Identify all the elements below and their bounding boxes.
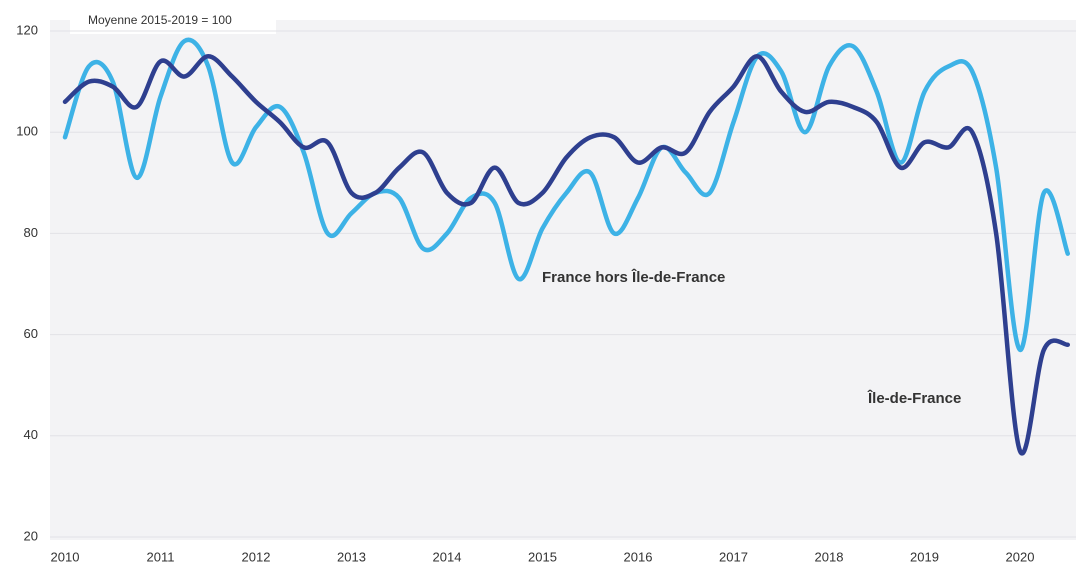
x-tick-label: 2017 (719, 549, 748, 564)
x-tick-label: 2020 (1006, 549, 1035, 564)
x-tick-label: 2014 (433, 549, 462, 564)
y-tick-label: 80 (24, 225, 38, 240)
note-box (70, 6, 276, 34)
y-tick-label: 60 (24, 326, 38, 341)
x-tick-label: 2011 (147, 549, 175, 564)
x-tick-label: 2013 (337, 549, 366, 564)
plot-area (50, 20, 1076, 540)
note: Moyenne 2015-2019 = 100 (88, 13, 232, 27)
y-tick-label: 100 (16, 124, 38, 139)
y-tick-label: 120 (16, 22, 38, 37)
y-tick-label: 20 (24, 528, 38, 543)
series-line (62, 37, 1070, 353)
x-tick-label: 2018 (815, 549, 844, 564)
x-tick-label: 2019 (910, 549, 939, 564)
series-label: Île-de-France (867, 389, 961, 407)
series-label: France hors Île-de-France (542, 268, 725, 286)
series-line (62, 54, 1070, 456)
x-tick-label: 2015 (528, 549, 557, 564)
x-tick-label: 2010 (51, 549, 80, 564)
x-tick-label: 2012 (242, 549, 271, 564)
x-tick-label: 2016 (624, 549, 653, 564)
y-tick-label: 40 (24, 427, 38, 442)
